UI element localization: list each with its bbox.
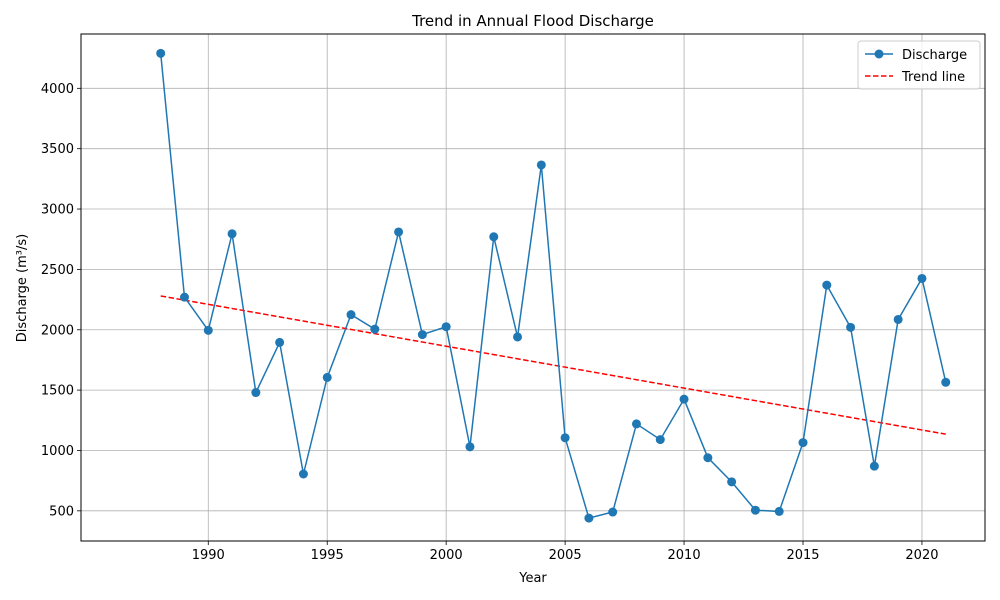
trend-line — [160, 295, 946, 435]
discharge-point — [798, 438, 808, 448]
y-axis-label: Discharge (m³/s) — [15, 234, 30, 342]
x-tick-label: 2005 — [549, 548, 582, 563]
discharge-point — [893, 314, 903, 324]
discharge-point — [536, 160, 546, 170]
y-axis-ticks: 500 1000 1500 2000 2500 3000 3500 4000 — [41, 82, 81, 519]
discharge-point — [727, 477, 737, 487]
x-tick-label: 1990 — [192, 548, 225, 563]
legend-discharge-label: Discharge — [902, 48, 967, 63]
discharge-point — [655, 435, 665, 445]
discharge-point — [370, 324, 380, 334]
discharge-point — [275, 337, 285, 347]
discharge-point — [584, 513, 594, 523]
discharge-point — [631, 419, 641, 429]
discharge-point — [441, 322, 451, 332]
discharge-point — [465, 442, 475, 452]
discharge-point — [822, 280, 832, 290]
discharge-series — [156, 48, 951, 523]
y-tick-label: 2500 — [41, 263, 74, 278]
y-tick-label: 500 — [49, 504, 74, 519]
y-tick-label: 4000 — [41, 82, 74, 97]
discharge-point — [156, 48, 166, 58]
discharge-point — [608, 507, 618, 517]
y-tick-label: 3500 — [41, 142, 74, 157]
discharge-point — [489, 232, 499, 242]
legend: Discharge Trend line — [857, 40, 981, 90]
discharge-point — [869, 461, 879, 471]
trend-line-series — [160, 295, 946, 435]
legend-trend-label: Trend line — [901, 70, 965, 85]
x-tick-label: 2015 — [786, 548, 819, 563]
discharge-point — [251, 388, 261, 398]
x-axis-ticks: 1990 1995 2000 2005 2010 2015 2020 — [192, 541, 939, 563]
discharge-point — [298, 469, 308, 479]
discharge-point — [560, 433, 570, 443]
discharge-point — [346, 310, 356, 320]
discharge-point — [750, 505, 760, 515]
discharge-point — [227, 229, 237, 239]
grid-lines — [81, 34, 985, 541]
discharge-point — [679, 394, 689, 404]
x-tick-label: 2000 — [430, 548, 463, 563]
discharge-point — [846, 322, 856, 332]
discharge-point — [417, 330, 427, 340]
y-tick-label: 1000 — [41, 444, 74, 459]
discharge-point — [774, 506, 784, 516]
y-tick-label: 3000 — [41, 203, 74, 218]
discharge-line — [159, 53, 947, 519]
x-tick-label: 2010 — [668, 548, 701, 563]
legend-discharge-marker — [874, 49, 884, 59]
chart-title: Trend in Annual Flood Discharge — [411, 12, 654, 30]
x-axis-label: Year — [518, 571, 547, 586]
discharge-point — [513, 332, 523, 342]
discharge-point — [394, 227, 404, 237]
y-tick-label: 2000 — [41, 323, 74, 338]
plot-frame — [80, 33, 986, 542]
x-tick-label: 2020 — [905, 548, 938, 563]
legend-box — [857, 40, 981, 90]
y-tick-label: 1500 — [41, 384, 74, 399]
discharge-point — [322, 372, 332, 382]
discharge-point — [703, 453, 713, 463]
discharge-point — [917, 273, 927, 283]
discharge-point — [941, 377, 951, 387]
x-tick-label: 1995 — [311, 548, 344, 563]
discharge-point — [179, 292, 189, 302]
discharge-point — [203, 325, 213, 335]
